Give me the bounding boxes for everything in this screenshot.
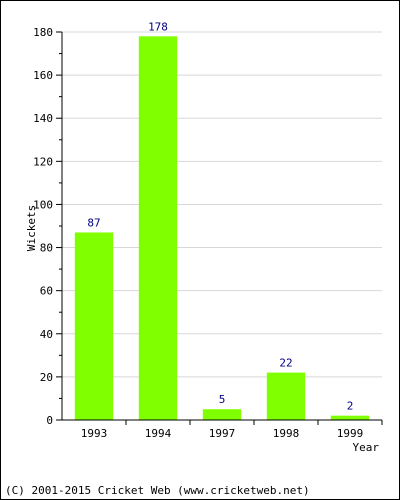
y-tick-label: 80 — [40, 242, 53, 255]
data-label-1994: 178 — [148, 20, 168, 33]
x-ticks: 1993 1994 1997 1998 1999 — [81, 420, 383, 440]
y-tick-label: 160 — [33, 69, 53, 82]
y-tick-label: 120 — [33, 155, 53, 168]
y-ticks: 0 20 40 60 80 100 120 140 160 180 — [33, 26, 62, 427]
grid-lines — [62, 31, 382, 378]
bar-1993 — [74, 232, 114, 420]
x-tick-label: 1999 — [337, 427, 364, 440]
x-tick-label: 1994 — [145, 427, 172, 440]
x-tick-label: 1997 — [209, 427, 236, 440]
bar-1999 — [330, 415, 370, 420]
bar-1997 — [202, 409, 242, 420]
bar-1998 — [266, 372, 306, 420]
bars — [74, 36, 370, 421]
data-label-1997: 5 — [219, 393, 226, 406]
y-tick-label: 0 — [46, 414, 53, 427]
y-axis-title: Wickets — [25, 205, 38, 251]
x-tick-label: 1998 — [273, 427, 300, 440]
copyright-footer: (C) 2001-2015 Cricket Web (www.cricketwe… — [5, 484, 310, 497]
data-label-1993: 87 — [87, 216, 100, 229]
x-tick-label: 1993 — [81, 427, 108, 440]
y-tick-label: 100 — [33, 198, 53, 211]
y-tick-label: 140 — [33, 112, 53, 125]
y-tick-label: 180 — [33, 26, 53, 39]
data-label-1998: 22 — [279, 357, 292, 370]
bar-1994 — [138, 36, 178, 421]
y-tick-label: 20 — [40, 371, 53, 384]
y-tick-label: 40 — [40, 328, 53, 341]
y-tick-label: 60 — [40, 285, 53, 298]
data-label-1999: 2 — [347, 400, 354, 413]
x-axis-title: Year — [353, 441, 380, 454]
